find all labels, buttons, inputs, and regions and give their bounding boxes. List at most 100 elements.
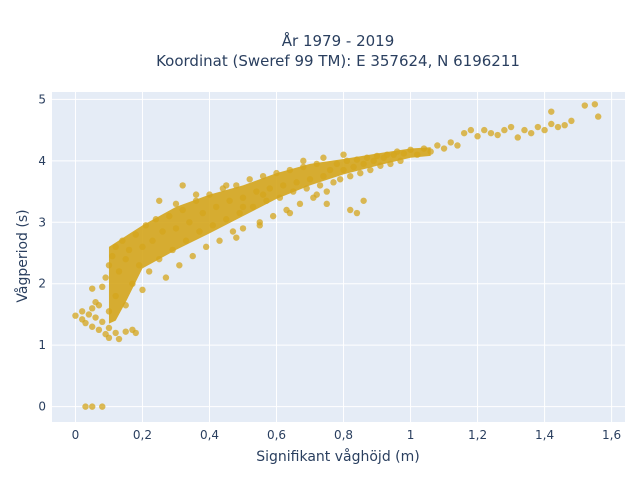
- scatter-point: [303, 185, 310, 192]
- scatter-point: [95, 326, 103, 334]
- scatter-point: [548, 120, 555, 128]
- scatter-point: [82, 319, 89, 327]
- scatter-point: [122, 302, 129, 309]
- scatter-point: [447, 139, 454, 146]
- scatter-point: [259, 172, 267, 180]
- scatter-point: [507, 123, 515, 131]
- scatter-point: [172, 200, 180, 208]
- scatter-point: [350, 163, 357, 171]
- scatter-point: [189, 252, 196, 260]
- scatter-point: [209, 222, 217, 229]
- scatter-point: [280, 182, 287, 189]
- scatter-point: [135, 262, 143, 269]
- scatter-point: [145, 268, 153, 275]
- scatter-point: [357, 169, 364, 177]
- scatter-point: [353, 156, 361, 163]
- scatter-point: [414, 151, 421, 158]
- scatter-point: [296, 200, 304, 208]
- scatter-point: [293, 179, 300, 186]
- scatter-point: [236, 209, 243, 217]
- scatter-point: [501, 126, 508, 134]
- scatter-point: [253, 188, 260, 195]
- scatter-point: [176, 262, 183, 269]
- x-tick-label: 0,2: [133, 428, 152, 442]
- scatter-point: [360, 160, 367, 168]
- scatter-point: [122, 328, 129, 335]
- scatter-point: [122, 255, 129, 263]
- scatter-point: [105, 324, 113, 332]
- scatter-point: [82, 403, 89, 410]
- y-axis-title: Vågperiod (s): [14, 209, 31, 302]
- scatter-point: [591, 101, 599, 108]
- y-tick-label: 2: [38, 277, 46, 291]
- scatter-point: [534, 123, 542, 131]
- scatter-point: [474, 133, 481, 140]
- scatter-point: [286, 209, 294, 217]
- scatter-point: [92, 314, 99, 321]
- scatter-point: [112, 292, 119, 300]
- x-tick-label: 1: [407, 428, 415, 442]
- scatter-point: [581, 102, 588, 109]
- scatter-point: [152, 216, 160, 223]
- scatter-point: [192, 197, 200, 204]
- scatter-point: [326, 166, 334, 174]
- scatter-point: [109, 252, 116, 260]
- scatter-point: [192, 191, 200, 198]
- scatter-point: [186, 219, 193, 226]
- scatter-point: [199, 209, 206, 217]
- scatter-point: [196, 228, 203, 235]
- scatter-point: [249, 203, 257, 211]
- scatter-point: [353, 209, 361, 217]
- scatter-point: [527, 129, 535, 137]
- scatter-point: [212, 203, 220, 211]
- scatter-point: [89, 323, 96, 330]
- scatter-point: [263, 197, 270, 204]
- scatter-point: [162, 274, 170, 281]
- x-tick-label: 0,4: [200, 428, 219, 442]
- scatter-point: [347, 172, 354, 180]
- scatter-point: [223, 216, 230, 223]
- scatter-point: [266, 185, 274, 192]
- scatter-density-band: [108, 147, 431, 324]
- scatter-point: [561, 121, 568, 129]
- scatter-point: [373, 152, 381, 160]
- y-tick-label: 1: [38, 338, 46, 352]
- scatter-point: [440, 145, 448, 152]
- scatter-point: [89, 305, 96, 312]
- scatter-point: [481, 126, 488, 134]
- scatter-point: [179, 182, 186, 189]
- scatter-point: [256, 222, 263, 229]
- scatter-point: [259, 191, 267, 198]
- y-tick-label: 0: [38, 400, 46, 414]
- scatter-point: [102, 274, 109, 281]
- scatter-point: [427, 148, 434, 155]
- scatter-point: [340, 151, 347, 158]
- scatter-point: [99, 318, 106, 326]
- scatter-point: [226, 197, 233, 204]
- scatter-point: [420, 145, 428, 152]
- scatter-point: [393, 148, 401, 155]
- scatter-point: [397, 157, 404, 165]
- scatter-point: [239, 203, 247, 211]
- scatter-point: [323, 188, 330, 195]
- scatter-point: [487, 129, 495, 137]
- scatter-point: [286, 166, 294, 174]
- scatter-point: [239, 225, 247, 232]
- scatter-point: [132, 231, 139, 238]
- scatter-point: [105, 308, 113, 315]
- y-tick-label: 3: [38, 215, 46, 229]
- scatter-point: [125, 246, 133, 254]
- scatter-point: [541, 126, 548, 134]
- scatter-point: [182, 237, 190, 244]
- scatter-point: [400, 150, 408, 157]
- chart-title-line-1: År 1979 - 2019: [282, 31, 395, 50]
- scatter-point: [594, 113, 602, 120]
- scatter-point: [139, 243, 146, 251]
- scatter-point: [460, 129, 468, 137]
- scatter-point: [95, 302, 103, 309]
- scatter-point: [454, 142, 461, 149]
- scatter-point: [273, 169, 280, 177]
- scatter-point: [276, 194, 284, 201]
- x-tick-label: 0: [72, 428, 80, 442]
